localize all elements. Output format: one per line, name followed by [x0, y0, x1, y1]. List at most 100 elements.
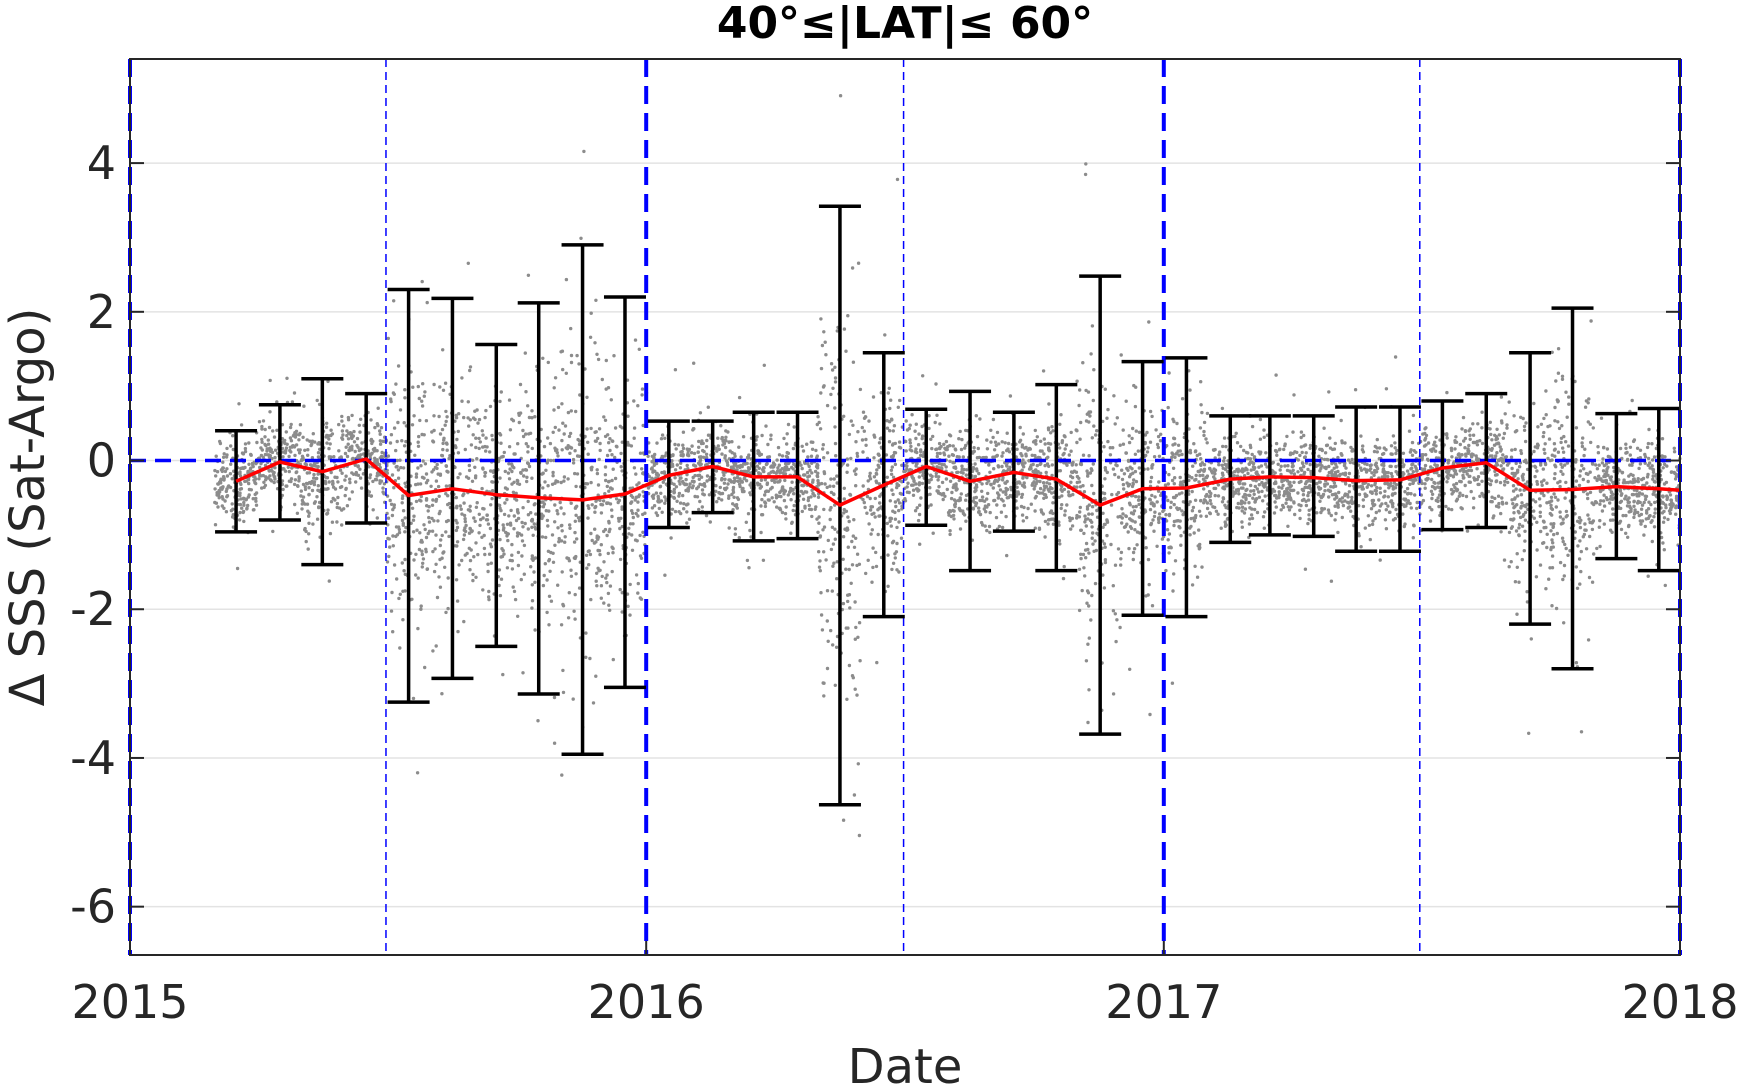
scatter-point — [532, 522, 536, 526]
scatter-point — [1083, 548, 1088, 552]
scatter-point — [352, 440, 357, 444]
scatter-point — [562, 475, 567, 479]
scatter-point — [611, 657, 615, 662]
scatter-point — [1283, 442, 1287, 446]
scatter-point — [636, 508, 640, 512]
scatter-point — [479, 517, 483, 522]
scatter-point — [275, 428, 279, 432]
scatter-point — [1298, 453, 1302, 458]
scatter-point — [618, 526, 622, 531]
scatter-point — [1197, 480, 1201, 484]
scatter-point — [292, 391, 297, 395]
scatter-point — [1057, 495, 1062, 499]
scatter-point — [1291, 468, 1295, 472]
scatter-point — [807, 464, 811, 469]
scatter-point — [1120, 521, 1124, 525]
scatter-point — [816, 463, 820, 468]
scatter-point — [935, 451, 940, 456]
scatter-point — [888, 429, 892, 433]
scatter-point — [1118, 625, 1122, 630]
scatter-point — [1087, 604, 1091, 608]
scatter-point — [831, 386, 835, 390]
scatter-point — [1059, 487, 1063, 492]
scatter-point — [997, 524, 1002, 529]
scatter-point — [499, 441, 503, 445]
scatter-point — [692, 361, 696, 365]
scatter-point — [216, 482, 220, 486]
scatter-point — [477, 531, 481, 535]
scatter-point — [353, 449, 357, 454]
scatter-point — [986, 491, 990, 496]
scatter-point — [606, 591, 611, 596]
scatter-point — [897, 501, 902, 505]
scatter-point — [672, 495, 676, 500]
scatter-point — [1103, 468, 1108, 472]
scatter-point — [1192, 519, 1197, 523]
scatter-point — [775, 458, 779, 462]
scatter-point — [1249, 489, 1253, 493]
scatter-point — [1339, 418, 1343, 423]
scatter-point — [1202, 469, 1206, 473]
scatter-point — [1188, 500, 1192, 504]
scatter-point — [789, 531, 793, 535]
scatter-point — [957, 498, 961, 503]
scatter-point — [595, 352, 599, 356]
scatter-point — [1111, 446, 1115, 450]
scatter-point — [638, 533, 642, 538]
scatter-point — [509, 523, 513, 527]
scatter-point — [948, 459, 952, 463]
scatter-point — [610, 478, 614, 483]
scatter-point — [1298, 466, 1303, 471]
scatter-point — [260, 486, 264, 490]
scatter-point — [1023, 461, 1027, 465]
scatter-point — [514, 518, 519, 523]
scatter-point — [1129, 526, 1134, 531]
scatter-point — [698, 458, 703, 462]
scatter-point — [1003, 481, 1008, 485]
scatter-point — [610, 439, 614, 443]
scatter-point — [763, 504, 768, 509]
scatter-point — [1115, 463, 1119, 468]
scatter-point — [1205, 411, 1210, 416]
scatter-point — [1202, 501, 1206, 505]
scatter-point — [663, 573, 667, 577]
scatter-point — [791, 508, 795, 513]
scatter-point — [530, 525, 534, 529]
scatter-point — [1190, 489, 1194, 494]
scatter-point — [1197, 528, 1201, 532]
scatter-point — [708, 477, 712, 482]
scatter-point — [960, 437, 964, 442]
scatter-point — [398, 592, 402, 596]
scatter-point — [463, 447, 467, 452]
scatter-point — [784, 505, 788, 509]
scatter-point — [524, 390, 528, 394]
scatter-point — [714, 446, 718, 451]
scatter-point — [498, 399, 502, 404]
scatter-point — [1134, 429, 1139, 433]
scatter-point — [717, 447, 721, 451]
scatter-point — [421, 557, 426, 561]
scatter-point — [896, 498, 900, 502]
scatter-point — [726, 463, 730, 467]
scatter-point — [634, 573, 639, 577]
scatter-point — [432, 382, 436, 387]
scatter-point — [936, 478, 940, 482]
scatter-point — [1246, 456, 1250, 461]
scatter-point — [467, 463, 471, 468]
scatter-point — [462, 619, 466, 624]
scatter-point — [974, 483, 979, 487]
scatter-point — [759, 530, 763, 535]
scatter-point — [462, 415, 466, 420]
scatter-point — [239, 487, 244, 491]
scatter-point — [1089, 352, 1093, 356]
scatter-point — [816, 530, 820, 534]
scatter-point — [239, 423, 244, 427]
scatter-point — [412, 414, 416, 418]
scatter-point — [403, 388, 407, 392]
scatter-point — [1035, 463, 1040, 468]
scatter-point — [304, 529, 308, 534]
scatter-point — [1202, 420, 1207, 425]
scatter-point — [268, 378, 272, 383]
scatter-point — [873, 496, 877, 501]
scatter-point — [993, 440, 998, 444]
